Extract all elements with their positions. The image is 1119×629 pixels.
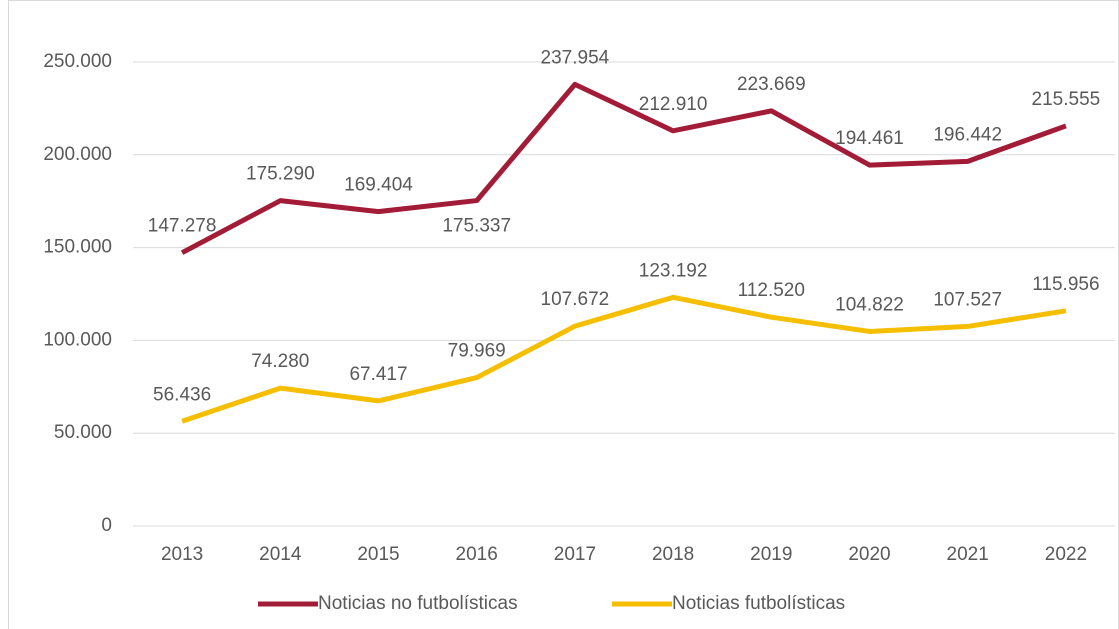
data-label: 112.520 bbox=[738, 280, 805, 301]
x-tick-label: 2020 bbox=[848, 544, 890, 565]
data-label: 107.672 bbox=[541, 289, 610, 310]
data-label: 67.417 bbox=[349, 364, 407, 385]
line bbox=[180, 81, 1067, 255]
y-tick-label: 100.000 bbox=[43, 329, 112, 350]
x-tick-label: 2018 bbox=[652, 544, 694, 565]
y-tick-label: 50.000 bbox=[54, 422, 112, 443]
data-label: 215.555 bbox=[1032, 89, 1101, 110]
x-tick-label: 2013 bbox=[161, 544, 203, 565]
data-label: 175.290 bbox=[246, 164, 315, 185]
y-tick-label: 150.000 bbox=[43, 237, 112, 258]
data-label: 169.404 bbox=[344, 175, 413, 196]
x-tick-label: 2015 bbox=[357, 544, 399, 565]
y-tick-label: 250.000 bbox=[43, 51, 112, 72]
data-label: 74.280 bbox=[251, 351, 309, 372]
legend-label: Noticias no futbolísticas bbox=[318, 593, 518, 614]
data-label: 194.461 bbox=[835, 128, 904, 149]
data-label: 175.337 bbox=[442, 216, 511, 237]
data-label: 115.956 bbox=[1032, 274, 1099, 295]
x-tick-label: 2016 bbox=[456, 544, 498, 565]
x-tick-label: 2017 bbox=[554, 544, 596, 565]
x-tick-label: 2019 bbox=[750, 544, 792, 565]
legend-label: Noticias futbolísticas bbox=[672, 593, 845, 614]
data-label: 237.954 bbox=[541, 47, 610, 68]
x-tick-label: 2014 bbox=[259, 544, 302, 565]
data-label: 223.669 bbox=[737, 74, 806, 95]
line bbox=[181, 294, 1067, 424]
x-tick-label: 2022 bbox=[1045, 544, 1087, 565]
y-tick-label: 200.000 bbox=[43, 144, 112, 165]
data-label: 196.442 bbox=[933, 124, 1002, 145]
data-label: 56.436 bbox=[153, 384, 211, 405]
x-tick-label: 2021 bbox=[947, 544, 989, 565]
data-label: 212.910 bbox=[639, 94, 708, 115]
data-label: 147.278 bbox=[148, 216, 217, 237]
y-tick-label: 0 bbox=[101, 515, 112, 536]
data-label: 107.527 bbox=[933, 289, 1002, 310]
data-label: 104.822 bbox=[835, 294, 904, 315]
data-label: 123.192 bbox=[639, 260, 708, 281]
data-label: 79.969 bbox=[448, 341, 506, 362]
